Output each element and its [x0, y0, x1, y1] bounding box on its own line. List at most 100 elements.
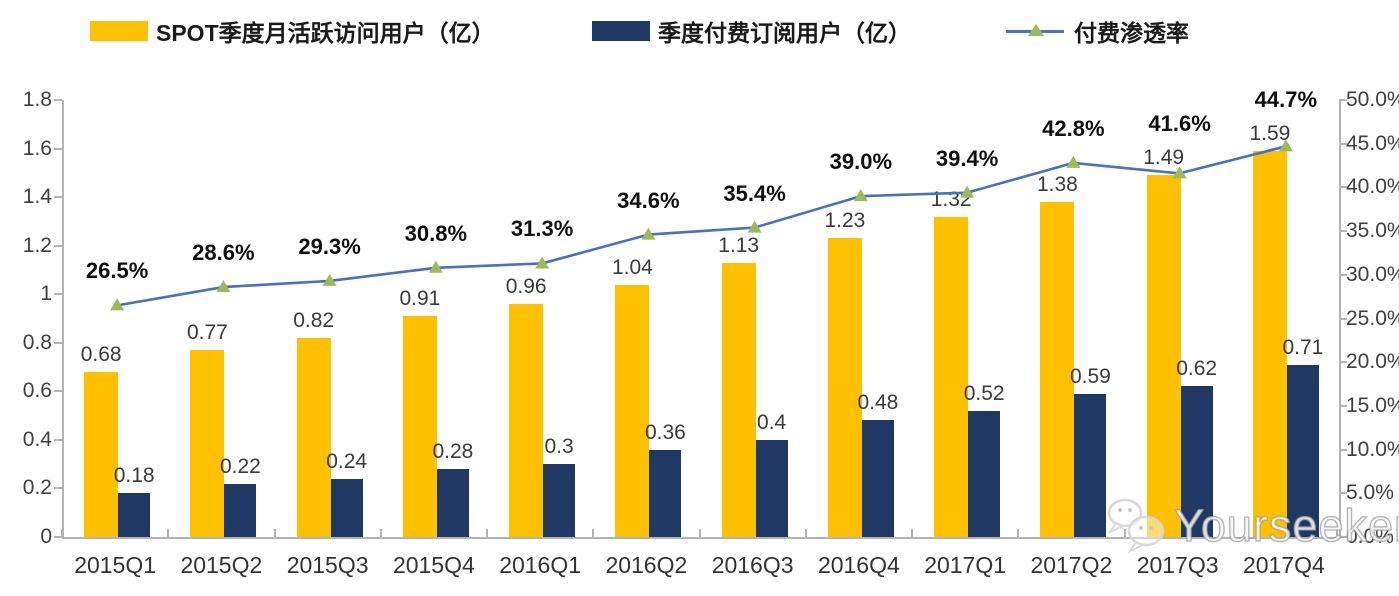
x-axis-label: 2015Q4 [392, 552, 475, 578]
y-axis-left-tick [54, 341, 62, 344]
line-marker-triangle-icon [853, 189, 868, 202]
penetration-rate-label: 44.7% [1254, 86, 1318, 112]
line-marker-triangle-icon [322, 273, 337, 286]
x-axis-label: 2016Q4 [817, 552, 900, 578]
bar-mau [296, 337, 331, 537]
bar-subscribers-label: 0.59 [1069, 364, 1111, 388]
y-axis-right-tick-label: 35.0% [1346, 219, 1399, 243]
y-axis-left-tick-label: 1.6 [22, 136, 52, 160]
x-axis-tick [911, 529, 913, 537]
y-axis-right-tick-label: 30.0% [1346, 262, 1399, 286]
bar-subscribers [436, 469, 469, 537]
x-axis-label: 2017Q1 [924, 552, 1007, 578]
bar-subscribers [649, 449, 682, 537]
y-axis-left-tick [54, 147, 62, 150]
y-axis-left-tick [54, 244, 62, 247]
bar-mau-label: 0.68 [80, 342, 122, 366]
bar-mau-label: 1.23 [824, 209, 866, 233]
penetration-rate-label: 39.4% [935, 145, 999, 171]
y-axis-left-tick-label: 0.8 [22, 330, 52, 354]
x-axis-label: 2017Q4 [1242, 552, 1325, 578]
bar-mau [190, 350, 225, 537]
y-axis-right-tick [1339, 273, 1347, 276]
x-axis-tick [486, 529, 488, 537]
bar-subscribers [118, 493, 151, 537]
bar-mau [721, 262, 756, 537]
y-axis-right-tick [1339, 492, 1347, 495]
legend-item-penetration: 付费渗透率 [1006, 16, 1189, 46]
bar-subscribers [330, 478, 363, 537]
bar-mau [615, 284, 650, 537]
bar-subscribers [543, 464, 576, 537]
x-axis-tick [1336, 529, 1338, 537]
bar-subscribers [1286, 364, 1319, 537]
y-axis-right-tick-label: 50.0% [1346, 88, 1399, 111]
y-axis-left-tick [54, 438, 62, 441]
y-axis-left-tick-label: 1 [40, 282, 52, 306]
y-axis-right-tick [1339, 448, 1347, 451]
y-axis-left-tick [54, 487, 62, 490]
y-axis-left-tick-label: 1.4 [22, 185, 52, 209]
x-axis-label: 2016Q1 [499, 552, 582, 578]
y-axis-right-tick-label: 40.0% [1346, 175, 1399, 199]
line-marker-triangle-icon [428, 260, 443, 273]
bar-mau-label: 0.91 [399, 287, 441, 311]
y-axis-right-tick [1339, 536, 1347, 538]
penetration-rate-label: 31.3% [510, 216, 574, 242]
legend-item-subscribers: 季度付费订阅用户（亿） [592, 16, 911, 46]
bar-subscribers-label: 0.4 [757, 410, 787, 434]
bar-mau-label: 1.38 [1036, 172, 1078, 196]
penetration-rate-label: 35.4% [723, 180, 786, 206]
x-axis-tick [167, 529, 170, 537]
x-axis-label: 2017Q2 [1030, 552, 1113, 578]
legend-label-penetration: 付费渗透率 [1074, 20, 1189, 46]
y-axis-right-tick [1339, 404, 1347, 407]
bar-mau-label: 1.59 [1249, 121, 1291, 145]
y-axis-right-tick [1339, 142, 1347, 145]
x-axis-tick [804, 529, 807, 537]
legend-marker-triangle-icon [1028, 24, 1044, 36]
y-axis-left-tick-label: 0.4 [22, 427, 52, 451]
legend-swatch-subscribers [592, 21, 650, 41]
bar-subscribers-label: 0.3 [544, 435, 574, 459]
penetration-rate-label: 30.8% [404, 220, 468, 246]
penetration-rate-label: 41.6% [1148, 111, 1211, 137]
bar-mau-label: 1.04 [611, 255, 653, 279]
bar-subscribers-label: 0.48 [857, 391, 899, 415]
x-axis-tick [61, 529, 63, 537]
y-axis-right-tick [1339, 317, 1347, 320]
penetration-rate-label: 26.5% [85, 258, 149, 284]
bar-mau [934, 216, 969, 537]
bar-subscribers-label: 0.22 [219, 454, 261, 478]
x-axis-tick [1017, 529, 1020, 537]
line-marker-triangle-icon [641, 227, 656, 240]
y-axis-left-tick-label: 1.2 [22, 233, 52, 257]
y-axis-left-tick-label: 1.8 [22, 88, 52, 111]
y-axis-right-tick-label: 25.0% [1346, 306, 1399, 330]
bar-mau-label: 0.77 [186, 321, 228, 345]
x-axis-label: 2015Q2 [180, 552, 263, 578]
y-axis-right-tick-label: 15.0% [1346, 393, 1399, 417]
y-axis-right-tick [1339, 230, 1347, 233]
x-axis-tick [592, 529, 595, 537]
wechat-icon [1107, 498, 1165, 554]
y-axis-right-tick-label: 10.0% [1346, 437, 1399, 461]
bar-subscribers [1180, 386, 1213, 537]
y-axis-left-tick [54, 536, 62, 538]
legend-swatch-mau [90, 21, 148, 41]
penetration-rate-label: 29.3% [298, 233, 361, 259]
y-axis-right-tick-label: 20.0% [1346, 350, 1399, 374]
bar-subscribers [1074, 393, 1107, 537]
bar-subscribers-label: 0.71 [1282, 335, 1324, 359]
bar-mau [84, 371, 119, 537]
legend-item-mau: SPOT季度月活跃访问用户（亿） [90, 16, 495, 46]
bar-subscribers [224, 483, 257, 537]
x-axis-label: 2016Q3 [711, 552, 794, 578]
watermark: Yourseeker [1104, 496, 1399, 556]
bar-mau-label: 1.13 [718, 233, 760, 257]
legend-swatch-penetration [1006, 21, 1064, 41]
x-axis-label: 2015Q1 [74, 552, 157, 578]
y-axis-left-tick [54, 293, 62, 296]
line-marker-triangle-icon [535, 256, 550, 269]
legend-label-mau: SPOT季度月活跃访问用户（亿） [156, 20, 495, 46]
